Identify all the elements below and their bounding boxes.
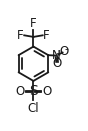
Text: O: O (59, 45, 69, 58)
Text: N: N (52, 49, 61, 62)
Text: F: F (30, 17, 37, 30)
Text: -: - (65, 44, 69, 54)
Text: O: O (52, 57, 62, 70)
Text: F: F (43, 29, 50, 42)
Text: Cl: Cl (28, 102, 39, 115)
Text: O: O (43, 85, 52, 98)
Text: F: F (17, 29, 24, 42)
Text: +: + (55, 49, 63, 58)
Text: S: S (29, 84, 38, 99)
Text: O: O (15, 85, 24, 98)
